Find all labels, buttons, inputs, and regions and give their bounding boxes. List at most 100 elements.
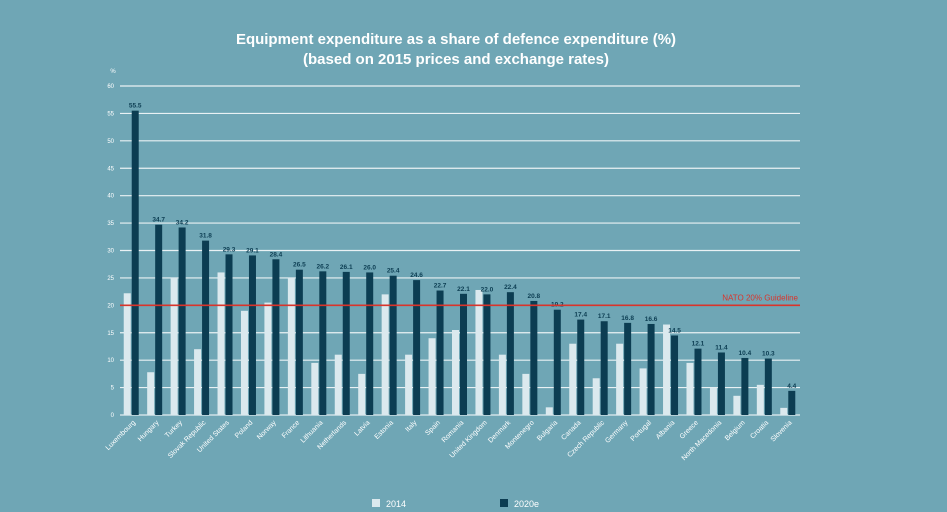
bar-2020e [342, 271, 350, 415]
category-label: Italy [404, 419, 418, 433]
category-label: Belgium [724, 419, 747, 442]
bar-2014 [475, 289, 483, 415]
bar-2020e [717, 352, 725, 415]
bar-2014 [522, 373, 530, 415]
bar-2014 [381, 294, 389, 415]
data-label: 26.1 [340, 264, 353, 271]
data-label: 11.4 [715, 344, 728, 351]
category-label: Bulgaria [536, 419, 559, 442]
data-label: 16.8 [621, 315, 634, 322]
bar-2014 [616, 343, 624, 415]
y-tick-label: 60 [107, 84, 114, 90]
data-label: 26.0 [363, 264, 376, 271]
y-tick-label: 25 [107, 276, 114, 282]
y-tick-label: 10 [107, 358, 114, 364]
y-tick-label: 45 [107, 166, 114, 172]
category-label: Turkey [164, 419, 184, 439]
bar-2014 [194, 349, 202, 415]
y-tick-label: 40 [107, 194, 114, 200]
category-label: Poland [234, 419, 254, 439]
bar-2020e [788, 390, 796, 415]
y-tick-label: 5 [111, 386, 115, 392]
y-axis-label: % [110, 69, 116, 75]
data-label: 24.6 [410, 272, 423, 279]
bar-2014 [147, 372, 155, 415]
bar-2020e [600, 321, 608, 415]
y-tick-label: 35 [107, 221, 114, 227]
bar-2020e [577, 319, 585, 415]
category-label: Slovenia [770, 419, 794, 443]
data-label: 22.1 [457, 286, 470, 293]
bar-2014 [405, 354, 413, 415]
bar-2014 [334, 354, 342, 415]
bar-2014 [240, 310, 248, 415]
data-label: 17.1 [598, 313, 611, 320]
bar-2020e [319, 271, 327, 415]
category-label: North Macedonia [681, 419, 724, 462]
chart-title: Equipment expenditure as a share of defe… [236, 31, 676, 48]
bar-2014 [756, 384, 764, 415]
y-tick-label: 20 [107, 303, 114, 309]
data-label: 10.3 [762, 351, 775, 358]
y-tick-label: 15 [107, 331, 114, 337]
category-label: Albania [655, 419, 677, 441]
data-label: 10.4 [739, 350, 752, 357]
y-tick-label: 50 [107, 139, 114, 145]
data-label: 29.1 [246, 247, 259, 254]
data-label: 31.8 [199, 233, 212, 240]
bar-2014 [428, 338, 436, 415]
chart-subtitle: (based on 2015 prices and exchange rates… [303, 51, 609, 68]
bar-2014 [733, 395, 741, 415]
bar-2014 [311, 362, 319, 415]
legend-swatch-2020e [500, 499, 508, 507]
data-label: 34.7 [152, 217, 165, 224]
data-label: 12.1 [692, 341, 705, 348]
bar-2014 [592, 378, 600, 415]
bar-2014 [569, 343, 577, 415]
bar-2014 [217, 272, 225, 415]
legend-label-2014: 2014 [386, 499, 406, 509]
bar-2020e [506, 292, 514, 415]
category-label: Norway [256, 419, 278, 441]
bar-2020e [553, 309, 561, 415]
nato-guideline-label: NATO 20% Guideline [722, 293, 798, 302]
data-label: 20.8 [528, 293, 541, 300]
category-label: Croatia [749, 419, 770, 440]
bar-2014 [545, 407, 553, 415]
data-label: 22.4 [504, 284, 517, 291]
y-tick-label: 0 [111, 413, 115, 419]
bar-2020e [530, 300, 538, 415]
data-label: 28.4 [270, 251, 283, 258]
bar-2020e [460, 293, 467, 415]
bar-2020e [647, 323, 655, 415]
bar-2020e [155, 224, 163, 415]
y-tick-label: 55 [107, 111, 114, 117]
bar-2020e [366, 272, 374, 415]
data-label: 34.2 [176, 219, 189, 226]
bar-2020e [295, 269, 303, 415]
bar-2014 [780, 407, 788, 415]
bar-2020e [671, 335, 679, 415]
category-label: Greece [679, 419, 700, 440]
bar-2014 [639, 368, 647, 415]
bar-2020e [624, 322, 632, 415]
bar-2020e [436, 290, 444, 415]
bar-2014 [686, 362, 694, 415]
category-label: Germany [604, 419, 630, 445]
bar-2020e [764, 358, 772, 415]
legend-swatch-2014 [372, 499, 380, 507]
bar-2020e [202, 240, 210, 415]
data-label: 26.5 [293, 262, 306, 269]
bar-2014 [287, 277, 295, 415]
category-label: Estonia [374, 419, 396, 441]
bar-2014 [663, 324, 671, 415]
y-tick-label: 30 [107, 249, 114, 255]
category-label: Canada [560, 419, 582, 441]
bar-2014 [170, 277, 178, 415]
bar-2020e [131, 110, 139, 416]
bar-2014 [709, 387, 717, 415]
category-label: Latvia [353, 419, 371, 437]
data-label: 25.4 [387, 268, 400, 275]
category-label: Luxembourg [105, 419, 138, 452]
